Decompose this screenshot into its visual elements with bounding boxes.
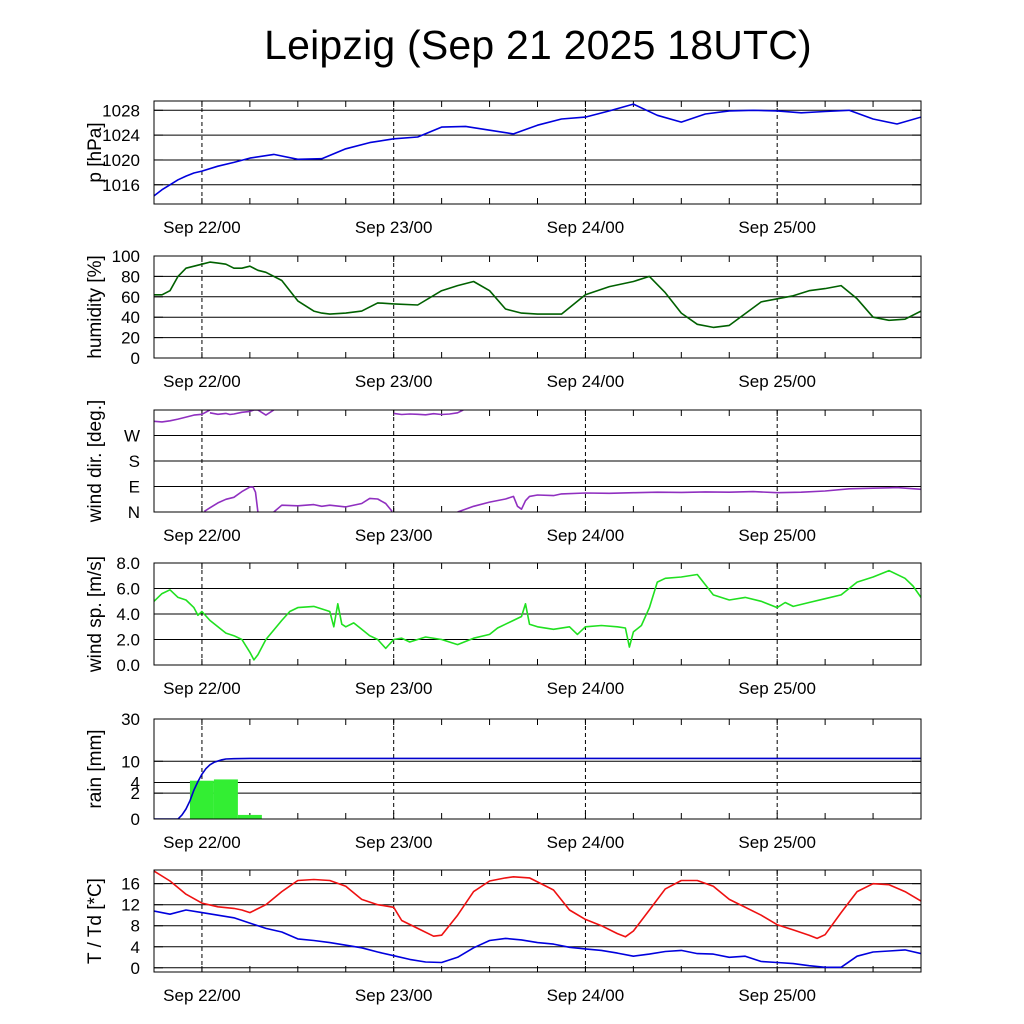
panel-pressure: 1016 1020 1024 1028 Sep 22/00 Sep 23/00 Sep 24… [85,100,922,237]
x-tick-label: Sep 23/00 [355,986,433,1005]
y-tick-label: 1020 [102,151,140,170]
series-line [273,497,393,512]
rain-bar [237,814,262,819]
y-tick-label: W [124,427,140,446]
y-tick-label: 60 [121,288,140,307]
x-tick-label: Sep 22/00 [163,679,241,698]
x-tick-label: Sep 24/00 [547,218,625,237]
y-tick-label: 0 [131,349,140,368]
x-tick-label: Sep 23/00 [355,833,433,852]
chart-title: Leipzig (Sep 21 2025 18UTC) [264,22,812,68]
y-tick-label: 8.0 [116,554,140,573]
x-tick-label: Sep 25/00 [738,526,816,545]
y-axis-label: rain [mm] [85,729,106,808]
series-line [257,410,275,416]
x-tick-label: Sep 22/00 [163,372,241,391]
y-tick-label: 16 [121,875,140,894]
series-line [209,410,258,416]
y-tick-label: S [129,452,140,471]
y-tick-label: 40 [121,308,140,327]
series-line [203,486,259,512]
panel-frame [153,255,922,359]
y-tick-label: 6.0 [116,580,140,599]
y-tick-label: 10 [121,752,140,771]
x-tick-label: Sep 25/00 [738,218,816,237]
panel-rain: 0 24 10 30 Sep 22/00 Sep 23/00 Sep 24/00 Sep 25… [85,710,922,852]
y-tick-label: 8 [131,917,140,936]
y-tick-label: 2 [131,784,140,803]
x-tick-label: Sep 25/00 [738,986,816,1005]
y-tick-label: N [128,503,140,522]
series-line [154,410,211,423]
rain-bar [213,779,238,819]
y-axis-label: p [hPa] [85,122,106,182]
x-tick-label: Sep 22/00 [163,986,241,1005]
y-tick-label: 100 [112,247,140,266]
series-line [393,410,464,416]
x-tick-label: Sep 25/00 [738,679,816,698]
panel-temperature: 0 4 8 12 16 Sep 22/00 Sep 23/00 Sep 24/00 Sep 25… [85,869,922,1005]
x-tick-label: Sep 24/00 [547,986,625,1005]
y-axis-label: wind sp. [m/s] [85,556,106,673]
x-tick-label: Sep 24/00 [547,526,625,545]
x-tick-label: Sep 22/00 [163,833,241,852]
series-line [154,870,921,940]
y-tick-label: 20 [121,329,140,348]
y-axis-label: humidity [%] [85,255,106,358]
y-tick-label: E [129,478,140,497]
series-line [457,486,921,512]
x-tick-label: Sep 22/00 [163,218,241,237]
series-line [154,909,921,969]
x-tick-label: Sep 25/00 [738,833,816,852]
x-tick-label: Sep 23/00 [355,679,433,698]
y-tick-label: 0.0 [116,656,140,675]
series-line [154,103,921,197]
y-tick-label: 4 [131,773,140,792]
y-tick-label: 12 [121,896,140,915]
y-tick-label: 0 [131,959,140,978]
x-tick-label: Sep 24/00 [547,679,625,698]
panel-frame [153,100,922,205]
y-tick-label: 30 [121,710,140,729]
series-line [154,757,921,819]
y-tick-label: 1028 [102,101,140,120]
x-tick-label: Sep 23/00 [355,218,433,237]
series-line [154,261,921,329]
panel-frame [153,718,922,820]
rain-bar [189,780,214,819]
x-tick-label: Sep 22/00 [163,526,241,545]
y-tick-label: 0 [131,810,140,829]
y-tick-label: 1024 [102,126,140,145]
x-tick-label: Sep 23/00 [355,372,433,391]
x-tick-label: Sep 23/00 [355,526,433,545]
x-tick-label: Sep 25/00 [738,372,816,391]
y-axis-label: wind dir. [deg.] [85,400,106,524]
y-tick-label: 2.0 [116,631,140,650]
x-tick-label: Sep 24/00 [547,833,625,852]
panel-wind_speed: 0.0 2.0 4.0 6.0 8.0 Sep 22/00 Sep 23/00 Sep 24/… [85,554,922,698]
y-tick-label: 1016 [102,176,140,195]
x-tick-label: Sep 24/00 [547,372,625,391]
y-axis-label: T / Td [*C] [85,878,106,964]
panel-frame [153,869,922,973]
y-tick-label: 4.0 [116,605,140,624]
panel-frame [153,562,922,666]
series-line [154,569,921,661]
y-tick-label: 80 [121,267,140,286]
panel-frame [153,409,922,513]
y-tick-label: 4 [131,938,140,957]
